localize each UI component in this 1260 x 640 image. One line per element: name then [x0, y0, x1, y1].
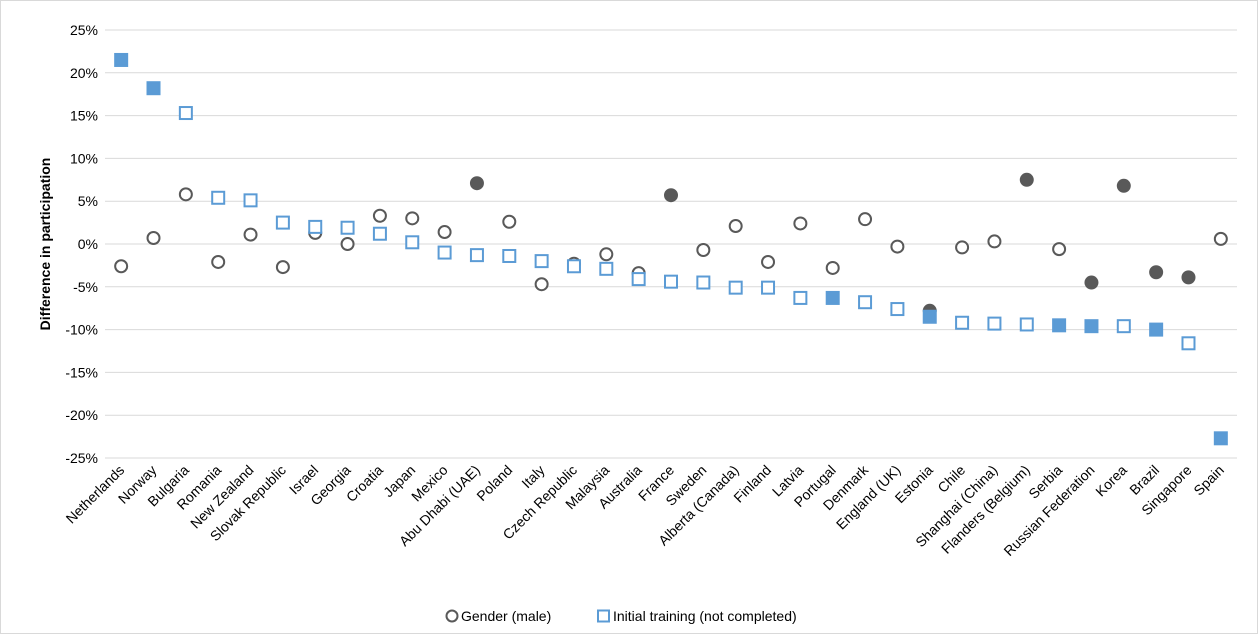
y-tick-label: 10% — [70, 150, 98, 166]
data-point-training — [600, 263, 612, 275]
data-point-training — [891, 303, 903, 315]
y-tick-label: 5% — [78, 193, 98, 209]
data-point-gender — [762, 256, 774, 268]
y-tick-label: 20% — [70, 65, 98, 81]
data-point-gender — [730, 220, 742, 232]
data-point-gender — [148, 232, 160, 244]
data-point-training — [827, 292, 839, 304]
data-point-gender — [439, 226, 451, 238]
legend-label-training: Initial training (not completed) — [613, 608, 797, 624]
data-point-gender — [697, 244, 709, 256]
data-point-gender — [536, 278, 548, 290]
y-tick-label: -20% — [65, 407, 98, 423]
data-point-training — [1182, 337, 1194, 349]
data-point-training — [730, 282, 742, 294]
data-point-gender — [794, 217, 806, 229]
data-point-training — [762, 282, 774, 294]
data-point-gender — [1215, 233, 1227, 245]
data-point-training — [374, 228, 386, 240]
data-point-training — [1150, 324, 1162, 336]
gridlines — [105, 30, 1237, 458]
data-point-gender — [827, 262, 839, 274]
data-point-gender — [115, 260, 127, 272]
legend-label-gender: Gender (male) — [461, 608, 551, 624]
data-point-gender — [1021, 174, 1033, 186]
y-tick-label: 0% — [78, 236, 98, 252]
data-point-training — [633, 273, 645, 285]
y-tick-label: -10% — [65, 322, 98, 338]
data-point-gender — [212, 256, 224, 268]
data-point-training — [115, 54, 127, 66]
data-point-training — [342, 222, 354, 234]
data-point-gender — [956, 241, 968, 253]
data-point-training — [309, 221, 321, 233]
data-point-gender — [374, 210, 386, 222]
y-axis-tick-labels: 25% 20% 15% 10% 5% 0% -5% -10% -15% -20% -25% — [65, 22, 98, 466]
data-point-gender — [1150, 266, 1162, 278]
data-point-training — [665, 276, 677, 288]
data-point-training — [956, 317, 968, 329]
data-point-training — [439, 247, 451, 259]
data-point-gender — [180, 188, 192, 200]
data-point-gender — [245, 229, 257, 241]
data-point-gender — [277, 261, 289, 273]
data-point-training — [1085, 320, 1097, 332]
data-point-training — [148, 82, 160, 94]
y-tick-label: 25% — [70, 22, 98, 38]
data-point-gender — [1085, 277, 1097, 289]
data-point-gender — [859, 213, 871, 225]
data-point-training — [794, 292, 806, 304]
x-tick-label: Poland — [473, 462, 515, 504]
data-point-training — [471, 249, 483, 261]
legend: Gender (male) Initial training (not comp… — [447, 608, 797, 624]
y-tick-label: -25% — [65, 450, 98, 466]
data-point-training — [536, 255, 548, 267]
data-point-training — [503, 250, 515, 262]
data-point-gender — [406, 212, 418, 224]
x-tick-label: Korea — [1092, 462, 1130, 500]
data-point-gender — [1053, 243, 1065, 255]
data-point-training — [859, 296, 871, 308]
y-tick-label: 15% — [70, 108, 98, 124]
data-point-gender — [1182, 271, 1194, 283]
legend-item-gender: Gender (male) — [447, 608, 552, 624]
data-point-gender — [600, 248, 612, 260]
data-point-training — [697, 277, 709, 289]
data-point-gender — [471, 177, 483, 189]
y-tick-label: -15% — [65, 364, 98, 380]
data-point-gender — [665, 189, 677, 201]
x-tick-label: Croatia — [343, 462, 386, 505]
x-tick-label: Spain — [1190, 462, 1227, 499]
data-point-gender — [988, 235, 1000, 247]
legend-item-training: Initial training (not completed) — [598, 608, 797, 624]
legend-marker-circle — [447, 611, 458, 622]
data-point-gender — [342, 238, 354, 250]
data-point-training — [406, 236, 418, 248]
legend-marker-square — [598, 611, 609, 622]
data-point-training — [924, 311, 936, 323]
data-point-training — [245, 194, 257, 206]
data-point-training — [1215, 432, 1227, 444]
data-point-training — [1021, 318, 1033, 330]
data-point-training — [1118, 320, 1130, 332]
data-point-training — [212, 192, 224, 204]
data-point-training — [180, 107, 192, 119]
data-point-training — [277, 217, 289, 229]
y-axis-label: Difference in participation — [37, 158, 53, 331]
data-point-training — [568, 260, 580, 272]
data-point-gender — [1118, 180, 1130, 192]
data-point-training — [988, 318, 1000, 330]
y-tick-label: -5% — [73, 279, 98, 295]
data-point-training — [1053, 319, 1065, 331]
data-point-gender — [891, 241, 903, 253]
data-point-gender — [503, 216, 515, 228]
series-gender-male — [115, 174, 1227, 317]
